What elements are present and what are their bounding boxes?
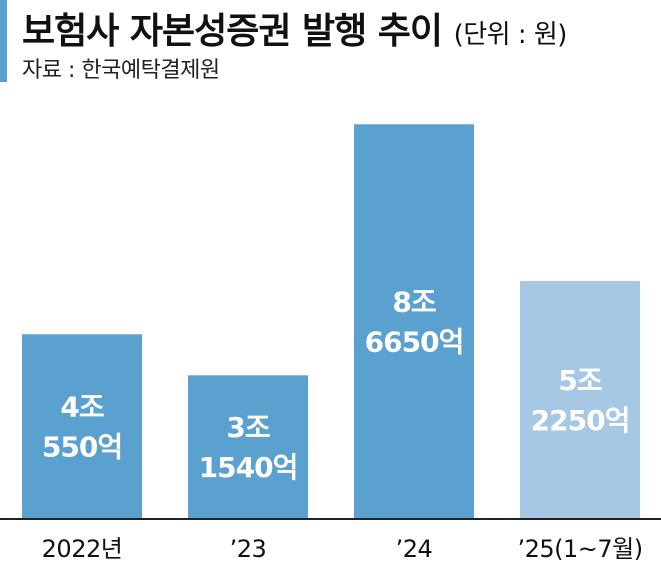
- bar-4-label-1: 5조: [558, 364, 601, 397]
- x-tick-label-4: ’25(1~7월): [517, 535, 642, 563]
- bar-1-label-2: 550억: [42, 431, 122, 464]
- accent-bar: [0, 0, 7, 82]
- x-tick-label-3: ’24: [396, 535, 433, 563]
- chart-title: 보험사 자본성증권 발행 추이 (단위 : 원): [22, 2, 567, 54]
- bar-2-label-2: 1540억: [199, 451, 298, 484]
- bar-4-label-2: 2250억: [531, 404, 630, 437]
- bar-2-label-1: 3조: [226, 411, 269, 444]
- bar-3-label-2: 6650억: [365, 326, 464, 359]
- x-tick-label-1: 2022년: [42, 535, 123, 563]
- x-tick-label-2: ’23: [230, 535, 267, 563]
- bar-2: [188, 375, 308, 519]
- bar-1-label-1: 4조: [60, 391, 103, 424]
- bar-3: [354, 124, 474, 519]
- bar-1: [22, 334, 142, 519]
- unit-label: (단위 : 원): [453, 20, 568, 50]
- chart-title-text: 보험사 자본성증권 발행 추이: [22, 11, 443, 52]
- bar-3-label-1: 8조: [392, 286, 435, 319]
- bar-4: [520, 280, 640, 519]
- source-label: 자료 : 한국예탁결제원: [22, 58, 220, 83]
